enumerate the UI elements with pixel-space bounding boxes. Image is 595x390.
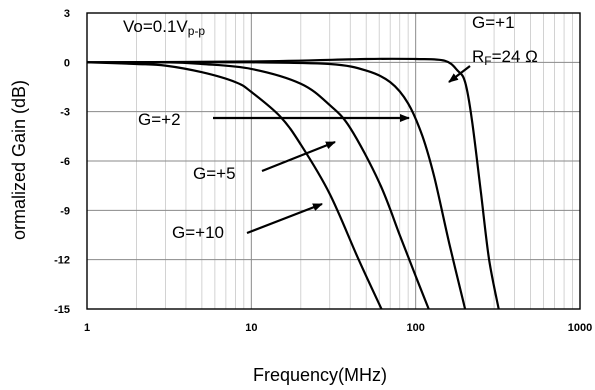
series-line-g-1 <box>86 57 500 310</box>
series-line-g-2 <box>87 61 467 310</box>
series-line-g-5 <box>86 61 430 310</box>
conditions-label: Vo=0.1Vp-p <box>123 17 205 38</box>
series-lines <box>86 57 500 310</box>
x-tick-label: 10 <box>245 322 257 334</box>
tick-labels: 1 10 100 1000 3 0 -3 -6 -9 -12 -15 <box>54 8 592 334</box>
rf-label: RF=24 Ω <box>472 47 538 68</box>
y-tick-label: -3 <box>60 107 70 119</box>
y-tick-label: -15 <box>54 304 70 316</box>
x-tick-label: 100 <box>406 322 424 334</box>
g5-label: G=+5 <box>193 164 236 183</box>
x-tick-label: 1 <box>84 322 90 334</box>
g10-label: G=+10 <box>172 223 224 242</box>
y-tick-label: -6 <box>60 156 70 168</box>
y-tick-label: 0 <box>64 57 70 69</box>
g10-arrow <box>246 202 323 235</box>
y-tick-label: 3 <box>64 8 70 20</box>
y-tick-label: -9 <box>60 205 70 217</box>
g2-label: G=+2 <box>138 110 181 129</box>
y-axis-label: ormalized Gain (dB) <box>9 80 29 240</box>
x-axis-label: Frequency(MHz) <box>253 365 387 385</box>
g1-arrow <box>448 65 471 83</box>
g5-arrow <box>261 140 336 173</box>
series-line-g-10 <box>86 61 383 310</box>
g1-label: G=+1 <box>472 13 515 32</box>
y-tick-label: -12 <box>54 255 70 267</box>
x-tick-label: 1000 <box>568 322 592 334</box>
plot-frame <box>86 12 581 310</box>
